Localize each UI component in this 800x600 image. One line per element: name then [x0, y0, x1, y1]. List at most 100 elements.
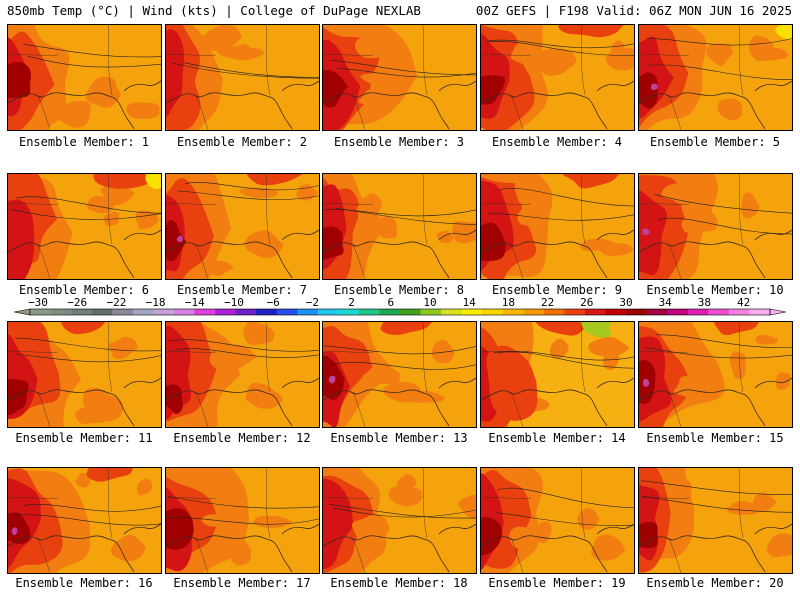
temperature-shading — [166, 384, 183, 414]
height-contour — [640, 480, 792, 495]
coastline — [166, 229, 319, 279]
map-field — [166, 468, 319, 573]
model-run-info: 00Z GEFS | F198 Valid: 06Z MON JUN 16 20… — [475, 3, 792, 18]
state-borders — [481, 468, 586, 573]
panel-label: Ensemble Member: 1 — [18, 135, 150, 149]
panel-label: Ensemble Member: 7 — [176, 283, 308, 297]
colorbar-swatch — [728, 309, 750, 315]
height-contour — [337, 68, 476, 78]
temperature-shading — [75, 405, 105, 425]
panel-label: Ensemble Member: 8 — [333, 283, 465, 297]
temperature-shading — [766, 533, 792, 558]
height-contour — [324, 209, 476, 217]
colorbar-tick-label: 2 — [348, 296, 355, 309]
coastline — [8, 523, 161, 573]
temperature-shading — [110, 534, 147, 562]
colorbar-swatch — [461, 309, 483, 315]
state-borders — [166, 468, 271, 573]
ensemble-panel-12 — [165, 321, 320, 428]
height-contour — [655, 334, 792, 348]
panel-label: Ensemble Member: 18 — [330, 576, 468, 590]
height-contour — [16, 196, 161, 214]
temperature-shading — [252, 515, 293, 529]
map-field — [323, 174, 476, 279]
temperature-shading — [549, 338, 569, 359]
ensemble-panel-5 — [638, 24, 793, 131]
coastline — [323, 377, 476, 427]
temperature-shading — [82, 387, 113, 410]
coastline — [8, 377, 161, 427]
height-contour — [488, 39, 634, 49]
temperature-shading — [481, 75, 506, 105]
panel-label: Ensemble Member: 14 — [488, 431, 626, 445]
temperature-colorbar — [0, 296, 800, 320]
temperature-shading — [486, 345, 538, 421]
height-contour — [323, 345, 476, 355]
temperature-shading — [752, 492, 777, 513]
colorbar-tick-label: −22 — [106, 296, 127, 309]
panel-label: Ensemble Member: 16 — [15, 576, 153, 590]
temperature-shading — [55, 100, 92, 128]
ensemble-panel-18 — [322, 467, 477, 574]
temperature-shading — [86, 468, 133, 482]
panel-label: Ensemble Member: 11 — [15, 431, 153, 445]
colorbar-swatch — [30, 309, 51, 315]
coastline — [481, 377, 634, 427]
coastline — [481, 80, 634, 130]
colorbar-swatch — [667, 309, 689, 315]
state-borders — [166, 322, 271, 427]
colorbar-swatch — [749, 309, 771, 315]
map-field — [481, 25, 634, 130]
colorbar-swatch — [523, 309, 545, 315]
temperature-shading — [754, 48, 789, 61]
colorbar-swatch — [153, 309, 175, 315]
temperature-shading — [681, 217, 706, 233]
temperature-shading — [380, 322, 432, 335]
colorbar-swatch — [50, 309, 72, 315]
temperature-shading — [8, 512, 31, 545]
height-contour — [654, 193, 792, 214]
temperature-shading — [517, 203, 545, 226]
colorbar-tick-label: −2 — [305, 296, 320, 309]
temperature-shading — [588, 336, 630, 357]
colorbar-swatch — [358, 309, 380, 315]
temperature-shading — [60, 322, 106, 335]
temperature-shading — [227, 537, 252, 566]
height-contour — [15, 337, 161, 352]
temperature-shading — [328, 375, 336, 384]
ensemble-panel-15 — [638, 321, 793, 428]
colorbar-swatch — [626, 309, 647, 315]
height-contour — [14, 353, 161, 363]
colorbar-swatch — [297, 309, 319, 315]
temperature-shading — [481, 222, 506, 262]
temperature-shading — [673, 375, 710, 400]
temperature-shading — [75, 472, 91, 488]
ensemble-panel-1 — [7, 24, 162, 131]
temperature-shading — [458, 494, 476, 520]
temperature-shading — [509, 526, 541, 549]
temperature-shading — [250, 391, 283, 409]
temperature-shading — [397, 474, 417, 492]
height-contour — [647, 38, 792, 46]
temperature-shading — [591, 534, 626, 561]
panel-label: Ensemble Member: 9 — [491, 283, 623, 297]
coastline — [481, 523, 634, 573]
height-contour — [332, 362, 476, 370]
colorbar-right-arrow — [769, 308, 787, 316]
map-field — [323, 322, 476, 427]
temperature-shading — [650, 83, 659, 91]
temperature-shading — [510, 42, 537, 65]
state-borders — [639, 322, 744, 427]
colorbar-swatch — [605, 309, 627, 315]
height-contour — [642, 496, 792, 513]
temperature-shading — [360, 72, 398, 85]
height-contour — [496, 512, 634, 526]
colorbar-swatch — [71, 309, 92, 315]
colorbar-tick-label: −10 — [224, 296, 244, 309]
temperature-shading — [536, 521, 552, 544]
temperature-shading — [535, 322, 595, 336]
ensemble-panel-13 — [322, 321, 477, 428]
temperature-shading — [726, 501, 760, 515]
panel-label: Ensemble Member: 2 — [176, 135, 308, 149]
temperature-shading — [243, 322, 275, 345]
